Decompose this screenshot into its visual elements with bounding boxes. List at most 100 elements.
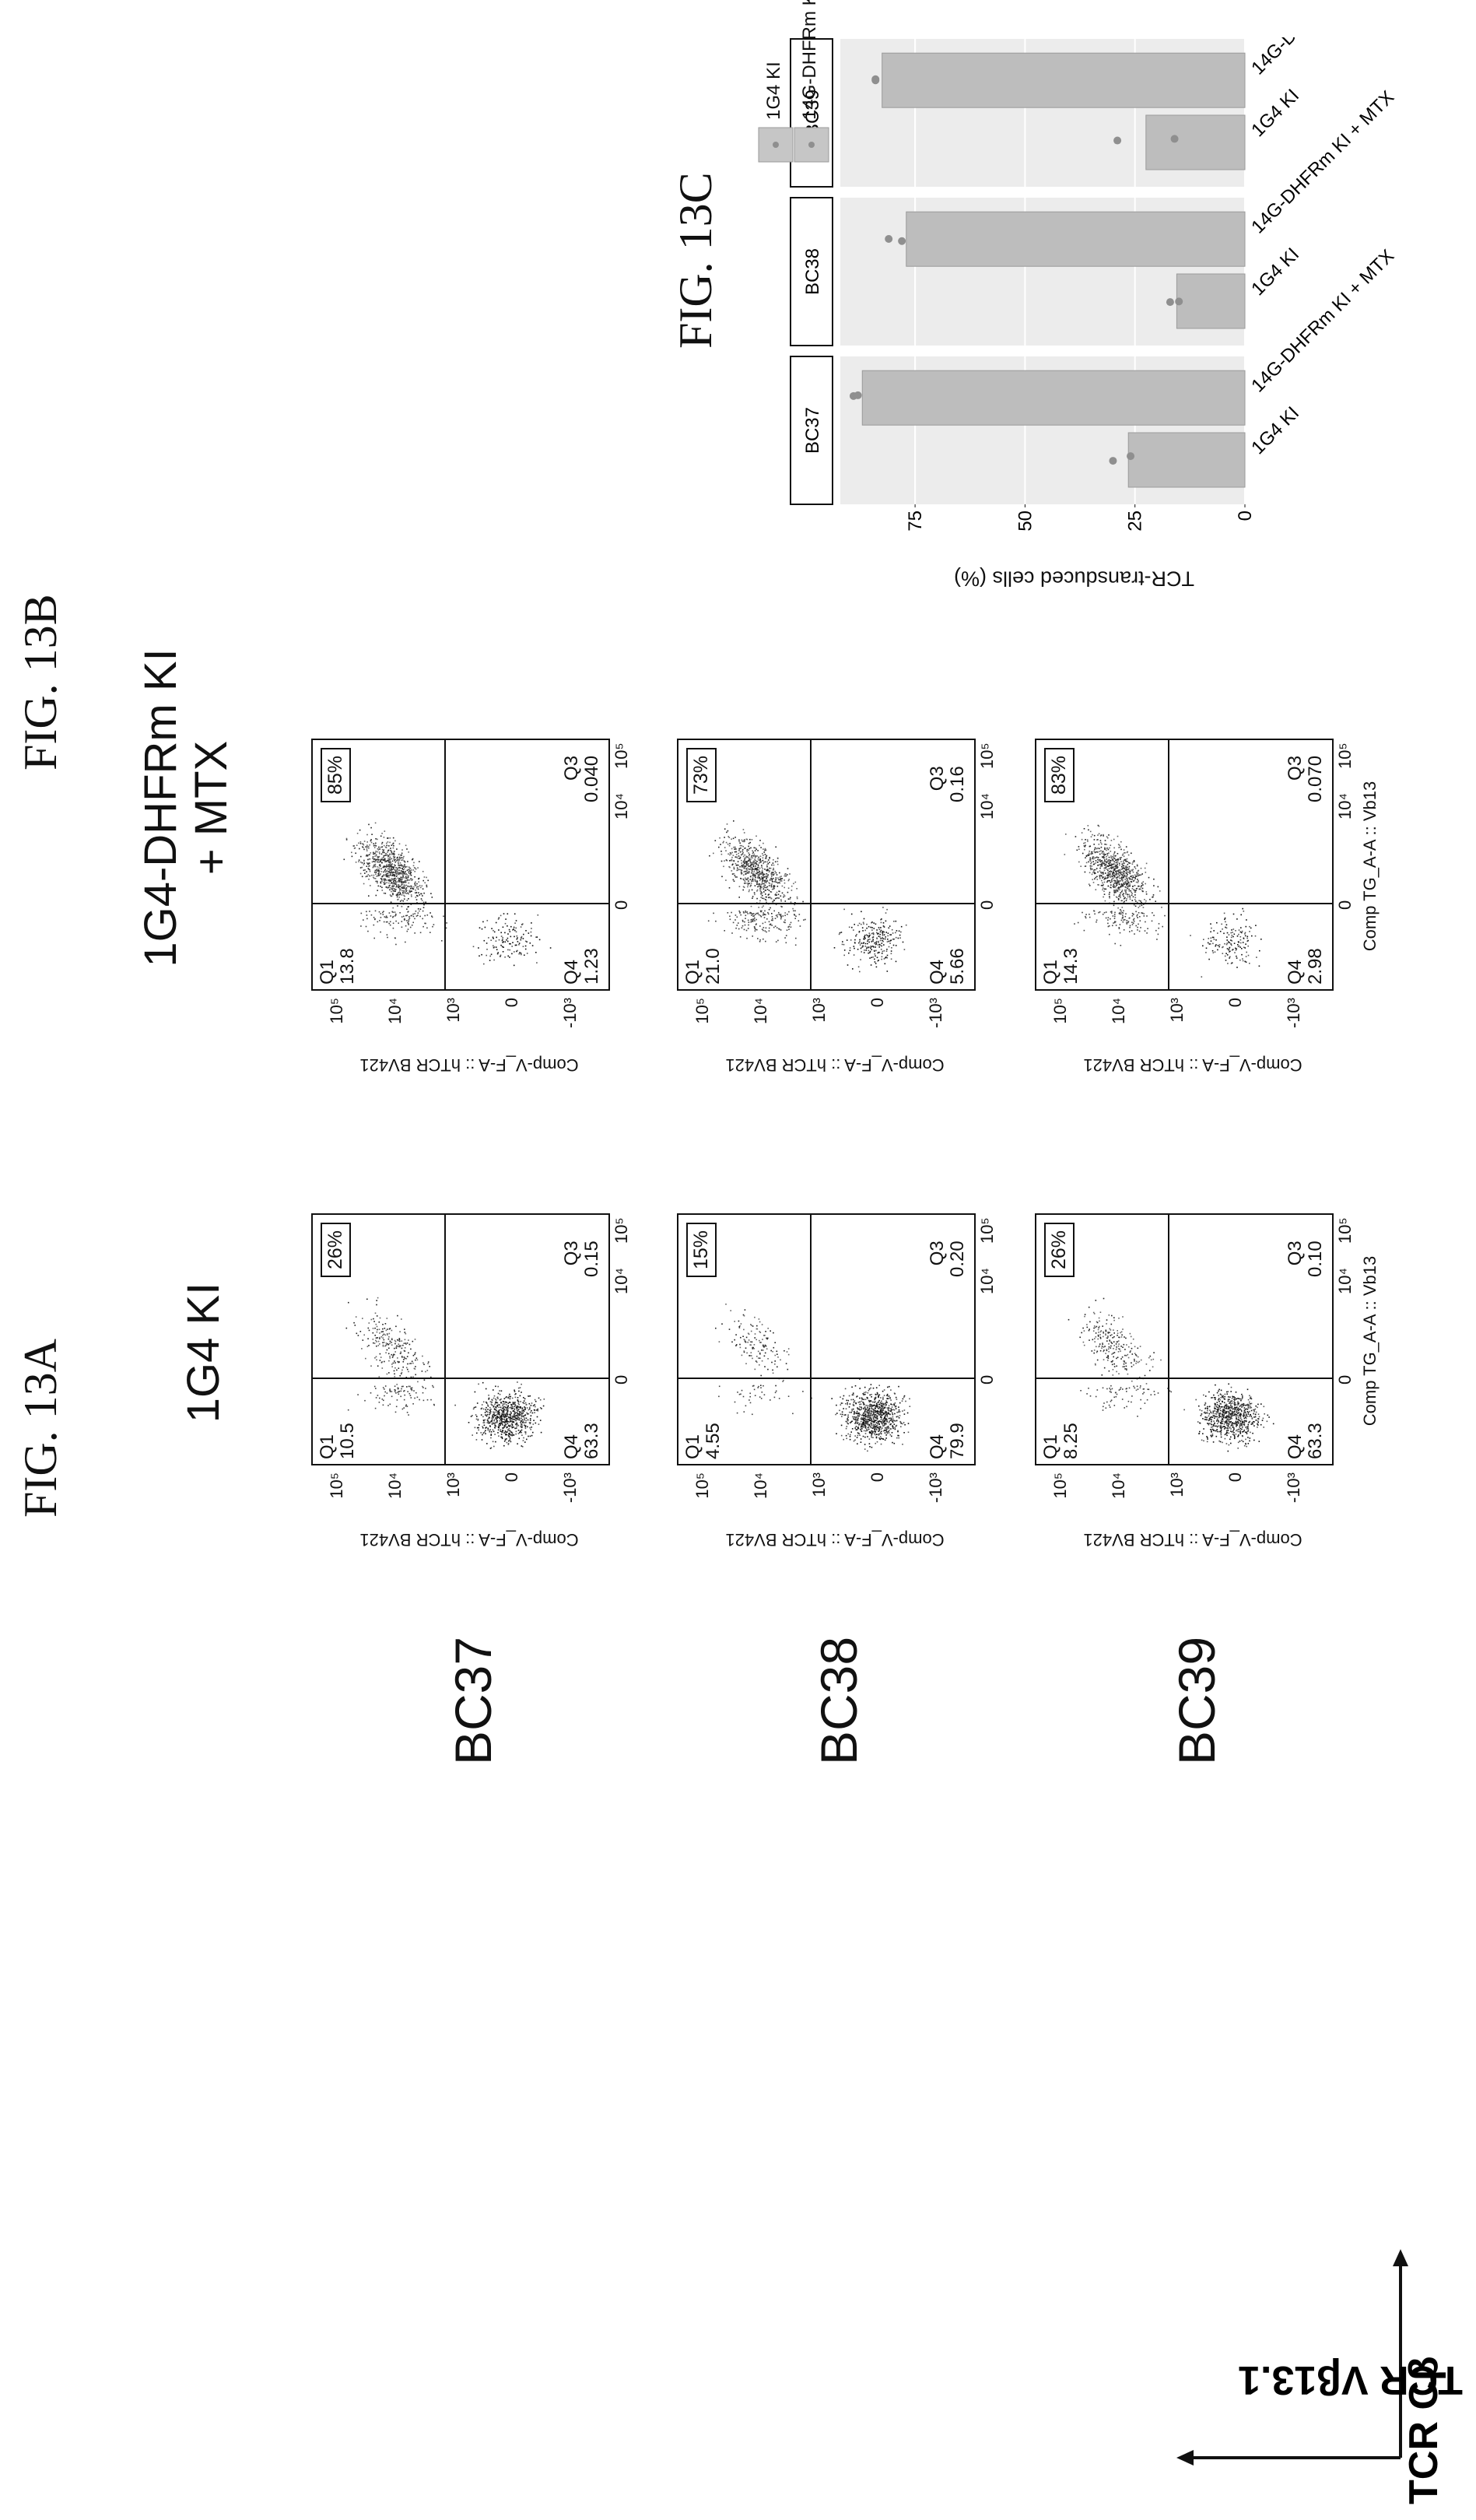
event-dot xyxy=(1068,1319,1070,1321)
event-dot xyxy=(751,906,752,907)
event-dot xyxy=(847,1419,848,1420)
event-dot xyxy=(904,1424,906,1426)
event-dot xyxy=(788,1348,790,1349)
event-dot xyxy=(758,876,759,877)
event-dot xyxy=(535,1399,536,1401)
event-dot xyxy=(758,864,759,865)
event-dot xyxy=(502,940,503,942)
event-dot xyxy=(532,1432,534,1434)
event-dot xyxy=(870,1404,871,1406)
event-dot xyxy=(1217,1410,1218,1412)
event-dot xyxy=(400,876,401,878)
event-dot xyxy=(764,1366,766,1367)
event-dot xyxy=(1234,1397,1236,1399)
event-dot xyxy=(479,956,480,957)
event-dot xyxy=(757,913,759,914)
event-dot xyxy=(713,853,714,855)
event-dot xyxy=(366,876,368,877)
event-dot xyxy=(406,887,408,889)
event-dot xyxy=(391,858,392,860)
event-dot xyxy=(1230,1428,1232,1430)
event-dot xyxy=(1229,1412,1230,1413)
event-dot xyxy=(748,863,749,865)
event-dot xyxy=(489,1417,490,1419)
event-dot xyxy=(890,1428,892,1430)
column-title-dhfr-line1: 1G4-DHFRm KI xyxy=(136,535,186,1080)
event-dot xyxy=(735,848,737,850)
event-dot xyxy=(760,886,762,887)
event-dot xyxy=(518,1409,520,1410)
event-dot xyxy=(892,1420,893,1422)
event-dot xyxy=(473,946,475,948)
event-dot xyxy=(405,845,407,847)
event-dot xyxy=(1199,1431,1201,1433)
event-dot xyxy=(390,848,391,849)
event-dot xyxy=(390,837,391,839)
event-dot xyxy=(742,921,744,922)
event-dot xyxy=(386,873,387,875)
event-dot xyxy=(876,929,878,931)
event-dot xyxy=(1098,1327,1099,1328)
event-dot xyxy=(757,850,759,851)
event-dot xyxy=(777,927,778,928)
event-dot xyxy=(366,850,368,851)
event-dot xyxy=(885,1440,886,1441)
event-dot xyxy=(1218,1413,1220,1415)
q3-label: Q3 0.040 xyxy=(562,756,602,802)
flow-plot-x-tick: 10⁴ xyxy=(977,793,997,820)
event-dot xyxy=(877,1411,878,1413)
event-dot xyxy=(843,955,845,956)
event-dot xyxy=(738,911,740,912)
event-dot xyxy=(1117,1332,1119,1334)
event-dot xyxy=(1081,1332,1082,1334)
event-dot xyxy=(1232,1431,1233,1433)
event-dot xyxy=(376,859,377,861)
event-dot xyxy=(724,847,726,848)
event-dot xyxy=(756,872,757,874)
event-dot xyxy=(401,906,403,907)
event-dot xyxy=(749,843,750,844)
event-dot xyxy=(1218,1421,1220,1423)
event-dot xyxy=(497,1416,499,1417)
event-dot xyxy=(867,1398,868,1399)
event-dot xyxy=(375,870,377,872)
event-dot xyxy=(759,1340,760,1342)
event-dot xyxy=(412,922,414,924)
event-dot xyxy=(729,855,731,856)
event-dot xyxy=(504,1422,506,1423)
event-dot xyxy=(864,1411,866,1413)
event-dot xyxy=(756,1328,758,1330)
event-dot xyxy=(1198,1406,1200,1407)
event-dot xyxy=(902,1400,903,1402)
event-dot xyxy=(1251,1403,1253,1405)
event-dot xyxy=(541,1432,542,1434)
flow-plot-x-tick: 0 xyxy=(977,1375,997,1385)
event-dot xyxy=(755,857,756,858)
event-dot xyxy=(1206,1436,1208,1437)
event-dot xyxy=(1109,1371,1110,1372)
event-dot xyxy=(860,959,861,960)
event-dot xyxy=(398,865,399,866)
event-dot xyxy=(749,890,750,891)
event-dot xyxy=(521,936,523,938)
event-dot xyxy=(397,858,398,859)
event-dot xyxy=(1236,1426,1237,1427)
event-dot xyxy=(387,917,388,918)
event-dot xyxy=(868,1427,870,1428)
event-dot xyxy=(510,1416,512,1417)
event-dot xyxy=(405,886,406,887)
event-dot xyxy=(380,873,381,875)
event-dot xyxy=(401,921,403,922)
event-dot xyxy=(484,1422,486,1423)
event-dot xyxy=(494,1434,496,1435)
event-dot xyxy=(482,1434,483,1436)
event-dot xyxy=(392,879,394,880)
event-dot xyxy=(773,872,774,873)
event-dot xyxy=(375,864,377,865)
event-dot xyxy=(763,858,764,859)
event-dot xyxy=(390,862,391,863)
event-dot xyxy=(767,876,769,878)
event-dot xyxy=(1209,1409,1211,1411)
event-dot xyxy=(530,1423,531,1425)
event-dot xyxy=(401,879,402,880)
